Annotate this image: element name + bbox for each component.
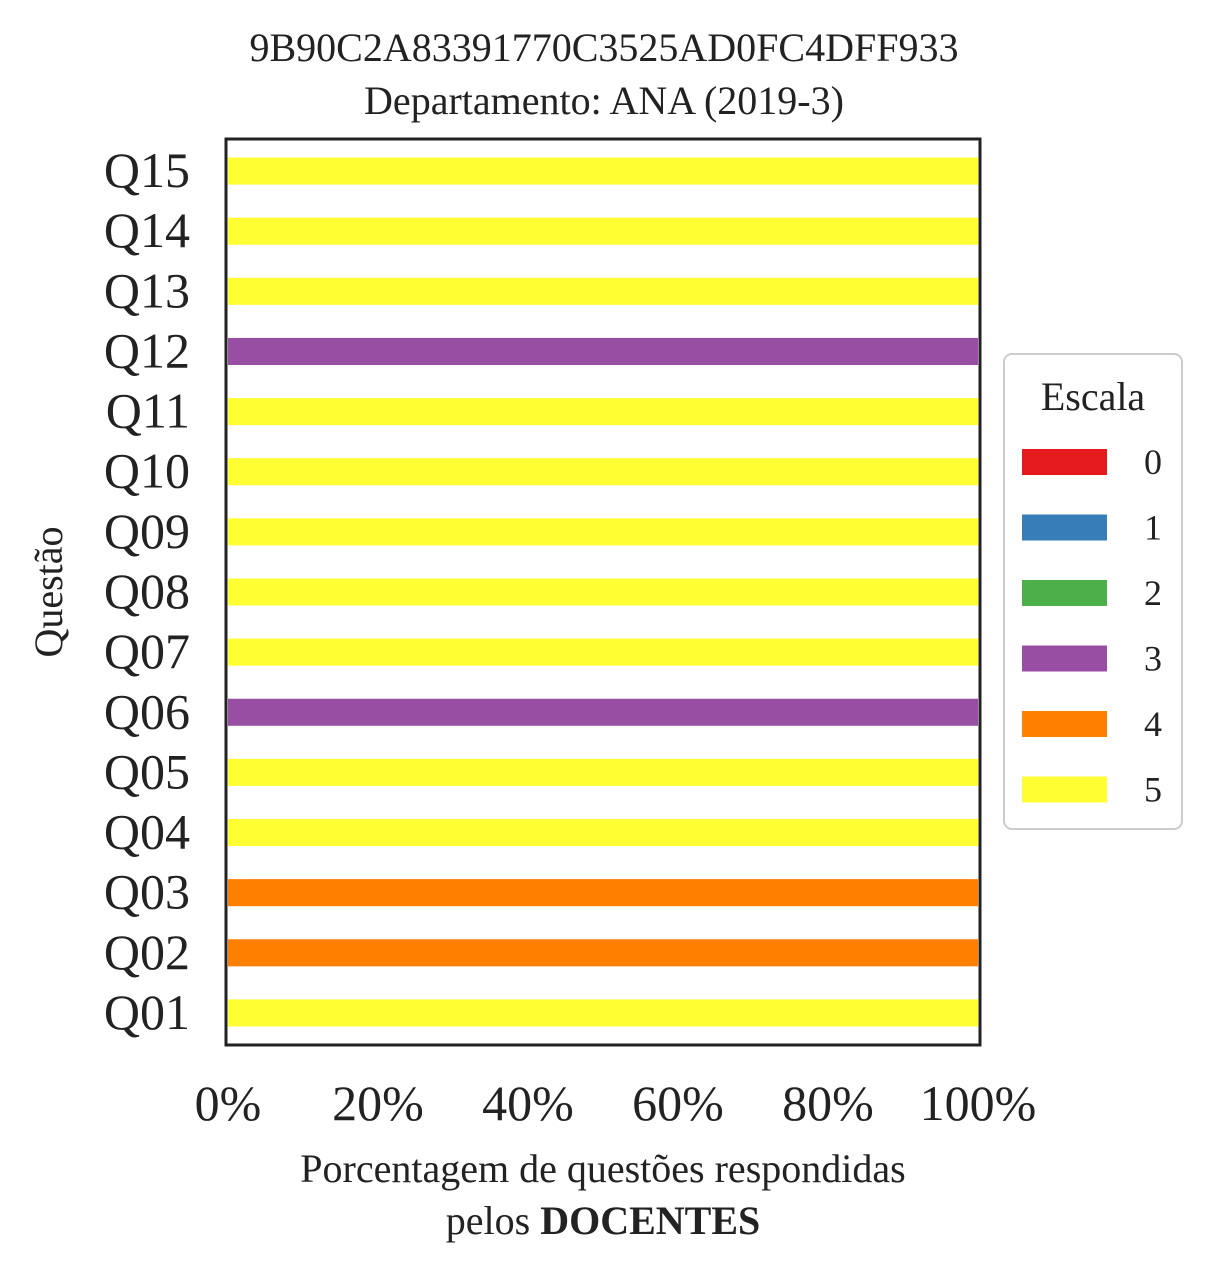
y-tick-label: Q07 — [104, 623, 190, 679]
y-axis-label: Questão — [26, 526, 71, 657]
bar-Q06-escala-3 — [228, 698, 978, 726]
x-tick-label: 100% — [920, 1075, 1037, 1131]
x-axis-label-prefix: pelos — [446, 1198, 540, 1243]
legend-label: 5 — [1144, 770, 1162, 810]
y-tick-label: Q09 — [104, 503, 190, 559]
legend-label: 0 — [1144, 442, 1162, 482]
y-tick-label: Q11 — [106, 383, 190, 439]
bars-layer — [228, 157, 978, 1027]
y-tick-label: Q14 — [104, 202, 190, 258]
x-tick-label: 60% — [632, 1075, 724, 1131]
bar-Q09-escala-5 — [228, 518, 978, 546]
legend-label: 4 — [1144, 704, 1162, 744]
bar-Q10-escala-5 — [228, 458, 978, 486]
y-tick-label: Q03 — [104, 864, 190, 920]
legend-swatch — [1022, 580, 1107, 606]
x-axis-label-bold: DOCENTES — [540, 1198, 760, 1243]
chart-subtitle: Departamento: ANA (2019-3) — [364, 78, 844, 123]
legend-label: 1 — [1144, 508, 1162, 548]
y-tick-label: Q08 — [104, 563, 190, 619]
bar-Q05-escala-5 — [228, 758, 978, 786]
x-tick-label: 0% — [195, 1075, 262, 1131]
plot-frame — [224, 137, 982, 1047]
x-tick-label: 40% — [482, 1075, 574, 1131]
legend-items: 0 1 2 3 4 5 — [1022, 442, 1162, 810]
chart-title: 9B90C2A83391770C3525AD0FC4DFF933 — [249, 25, 958, 70]
y-tick-label: Q15 — [104, 142, 190, 198]
bar-Q02-escala-4 — [228, 939, 978, 967]
y-tick-label: Q01 — [104, 984, 190, 1040]
bar-Q11-escala-5 — [228, 398, 978, 426]
y-tick-label: Q06 — [104, 683, 190, 739]
y-tick-label: Q12 — [104, 322, 190, 378]
y-tick-label: Q04 — [104, 804, 190, 860]
bar-Q04-escala-5 — [228, 819, 978, 847]
legend-swatch — [1022, 514, 1107, 541]
bar-Q13-escala-5 — [228, 277, 978, 305]
x-axis-label-line1: Porcentagem de questões respondidas — [300, 1146, 905, 1191]
legend-swatch — [1022, 449, 1107, 475]
bar-Q03-escala-4 — [228, 879, 978, 907]
legend-swatch — [1022, 711, 1107, 737]
x-tick-label: 80% — [782, 1075, 874, 1131]
legend-label: 2 — [1144, 573, 1162, 613]
y-tick-labels: Q01Q02Q03Q04Q05Q06Q07Q08Q09Q10Q11Q12Q13Q… — [104, 142, 190, 1040]
y-tick-label: Q05 — [104, 743, 190, 799]
legend-label: 3 — [1144, 639, 1162, 679]
legend-swatch — [1022, 776, 1107, 803]
x-axis-label-line2: pelos DOCENTES — [446, 1198, 761, 1243]
x-tick-label: 20% — [332, 1075, 424, 1131]
bar-Q12-escala-3 — [228, 337, 978, 365]
y-tick-label: Q10 — [104, 443, 190, 499]
bar-Q07-escala-5 — [228, 638, 978, 666]
bar-Q08-escala-5 — [228, 578, 978, 606]
legend-swatch — [1022, 645, 1107, 672]
y-tick-label: Q02 — [104, 924, 190, 980]
bar-Q14-escala-5 — [228, 217, 978, 245]
bar-Q15-escala-5 — [228, 157, 978, 185]
x-tick-labels: 0% 20% 40% 60% 80% 100% — [195, 1075, 1037, 1131]
legend-title: Escala — [1041, 374, 1146, 419]
bar-Q01-escala-5 — [228, 999, 978, 1027]
legend: Escala 0 1 2 3 4 5 — [1003, 353, 1183, 830]
y-tick-label: Q13 — [104, 262, 190, 318]
